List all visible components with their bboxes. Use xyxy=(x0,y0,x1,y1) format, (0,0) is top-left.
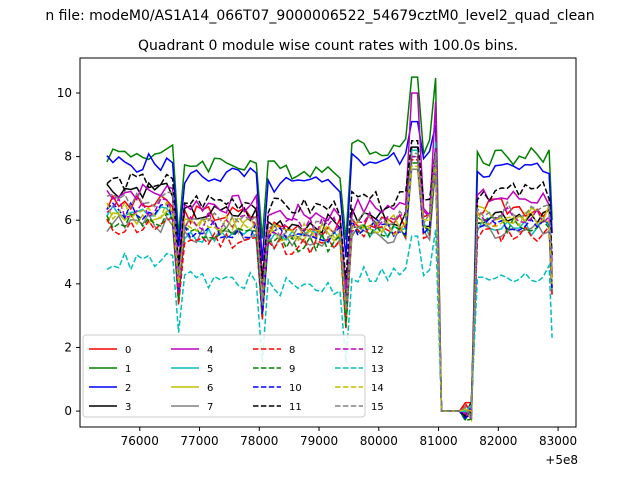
series-line-1 xyxy=(106,76,553,421)
chart-title: Quadrant 0 module wise count rates with … xyxy=(138,38,518,54)
series-line-2 xyxy=(106,120,553,419)
y-tick-label: 10 xyxy=(57,86,72,100)
legend-label: 2 xyxy=(125,383,131,394)
y-tick-label: 8 xyxy=(64,150,72,164)
y-axis: 0 2 4 6 8 10 xyxy=(57,86,80,418)
legend-label: 4 xyxy=(207,345,213,356)
series-line-15 xyxy=(106,152,553,420)
legend-label: 9 xyxy=(289,364,295,375)
axes-frame xyxy=(79,57,577,428)
x-tick-label: 81000 xyxy=(419,434,457,448)
legend-label: 7 xyxy=(207,402,213,413)
y-tick-label: 2 xyxy=(64,340,72,354)
legend-label: 8 xyxy=(289,345,295,356)
series-line-10 xyxy=(106,155,553,420)
x-tick-label: 78000 xyxy=(240,434,278,448)
legend-label: 6 xyxy=(207,383,213,394)
x-tick-label: 83000 xyxy=(539,434,577,448)
y-tick-label: 4 xyxy=(64,277,72,291)
series-line-13 xyxy=(106,229,553,413)
legend-label: 3 xyxy=(125,402,131,413)
legend-box xyxy=(82,334,366,418)
legend-label: 0 xyxy=(125,345,131,356)
legend-label: 15 xyxy=(371,402,384,413)
legend-label: 14 xyxy=(371,383,384,394)
x-axis: 76000 77000 78000 79000 80000 81000 82000 83000 xyxy=(121,427,577,448)
figure-suptitle: n file: modeM0/AS1A14_066T07_9000006522_… xyxy=(45,8,594,24)
legend-label: 5 xyxy=(207,364,213,375)
x-tick-label: 77000 xyxy=(180,434,218,448)
x-tick-label: 76000 xyxy=(121,434,159,448)
legend-label: 11 xyxy=(289,402,302,413)
legend-label: 1 xyxy=(125,364,131,375)
legend-label: 12 xyxy=(371,345,384,356)
x-offset-label: +5e8 xyxy=(545,453,578,467)
series-line-11 xyxy=(106,139,553,418)
series-line-12 xyxy=(106,147,553,420)
series-line-8 xyxy=(106,159,553,416)
y-tick-label: 6 xyxy=(64,213,72,227)
legend-label: 10 xyxy=(289,383,302,394)
x-tick-label: 80000 xyxy=(360,434,398,448)
legend-label: 13 xyxy=(371,364,384,375)
series-layer xyxy=(106,76,553,423)
x-tick-label: 82000 xyxy=(479,434,517,448)
x-tick-label: 79000 xyxy=(300,434,338,448)
y-tick-label: 0 xyxy=(64,404,72,418)
